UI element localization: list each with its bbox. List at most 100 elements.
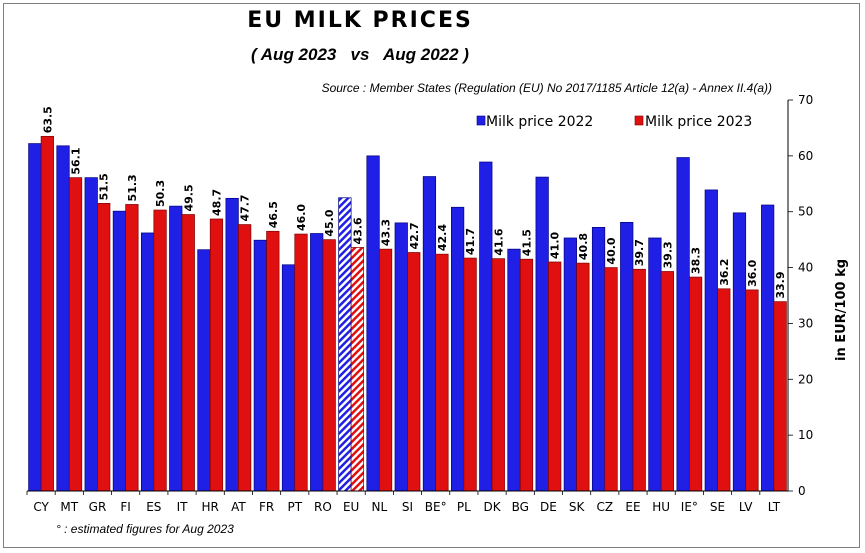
x-tick-label-RO: RO: [314, 500, 332, 514]
bar-2023-LV: [745, 289, 759, 492]
data-label-2023-LT: 33.9: [774, 272, 787, 299]
bar-2023-RO: [322, 239, 336, 492]
bars-group: 63.5 56.1 51.5 51.3 50.3 49.5 48.7 47.7 46.5 46.0…: [28, 106, 787, 492]
data-label-2023-FI: 51.3: [126, 174, 139, 201]
x-tick-label-CY: CY: [33, 500, 49, 514]
bar-2022-ES: [140, 232, 155, 492]
data-label-2023-HU: 39.3: [661, 241, 674, 268]
bar-2022-DK: [479, 161, 493, 492]
x-tick-label-DE: DE: [540, 500, 557, 514]
data-label-2023-MT: 56.1: [70, 148, 83, 175]
data-label-2023-AT: 47.7: [239, 194, 252, 221]
legend-swatch-2023: [634, 115, 644, 126]
x-tick-label-CZ: CZ: [596, 500, 613, 514]
bar-2023-AT: [238, 224, 252, 492]
data-label-2023-GR: 51.5: [98, 173, 111, 200]
data-label-2023-HR: 48.7: [210, 189, 223, 216]
bar-2023-CY: [40, 135, 54, 492]
bar-2023-ES: [153, 209, 167, 492]
bar-2023-BG: [519, 258, 534, 492]
x-tick-label-FR: FR: [259, 500, 274, 514]
x-tick-label-LT: LT: [768, 500, 781, 514]
bar-2022-HU: [648, 237, 662, 492]
bar-2022-RO: [310, 233, 324, 492]
x-tick-label-LV: LV: [739, 500, 753, 514]
x-tick-label-SK: SK: [569, 500, 586, 514]
bar-2023-PL: [463, 257, 477, 492]
bar-2023-CZ: [604, 267, 618, 492]
x-tick-label-PT: PT: [287, 500, 302, 514]
data-label-2023-ES: 50.3: [154, 180, 167, 207]
bar-2022-SK: [563, 237, 577, 492]
bar-2023-PT: [294, 233, 308, 492]
data-label-2023-CY: 63.5: [41, 106, 54, 133]
y-tick-label-60: 60: [798, 149, 813, 163]
bar-2022-EE: [620, 221, 634, 492]
x-tick-label-HU: HU: [652, 500, 670, 514]
bar-2022-BG: [507, 248, 521, 492]
x-tick-label-SI: SI: [402, 500, 413, 514]
bar-2023-DE: [548, 261, 562, 492]
bar-2023-LT: [773, 301, 787, 492]
x-tick-label-NL: NL: [371, 500, 387, 514]
data-label-2023-EU: 43.6: [351, 217, 364, 244]
bar-2023-IT: [181, 214, 195, 492]
data-label-2023-SE: 36.2: [718, 259, 731, 286]
data-label-2023-BG: 41.5: [520, 229, 533, 256]
data-label-2023-RO: 45.0: [323, 209, 336, 236]
bar-2022-BE°: [422, 176, 437, 492]
x-tick-label-PL: PL: [457, 500, 471, 514]
bar-2022-IE°: [676, 157, 690, 492]
chart-frame: [3, 3, 860, 548]
bar-2022-CZ: [591, 227, 606, 492]
bar-2022-FI: [112, 210, 126, 492]
bar-2023-FI: [125, 204, 139, 492]
footnote: ° : estimated figures for Aug 2023: [56, 522, 234, 536]
legend-label-2023: Milk price 2023: [645, 114, 752, 130]
y-tick-label-20: 20: [798, 372, 813, 386]
y-tick-label-40: 40: [798, 261, 813, 275]
x-tick-label-GR: GR: [89, 500, 107, 514]
x-tick-label-DK: DK: [484, 500, 502, 514]
legend: Milk price 2022 Milk price 2023: [476, 114, 752, 130]
bar-2022-NL: [366, 155, 380, 492]
bar-2023-GR: [97, 202, 111, 492]
legend-swatch-2022: [476, 115, 486, 126]
bar-2022-GR: [84, 177, 98, 492]
bar-2023-FR: [266, 230, 280, 492]
x-tick-label-MT: MT: [60, 500, 78, 514]
y-tick-label-70: 70: [798, 93, 813, 107]
x-tick-label-BG: BG: [512, 500, 529, 514]
data-label-2023-PT: 46.0: [295, 204, 308, 231]
data-label-2023-BE°: 42.4: [436, 224, 449, 251]
bar-2022-EU: [338, 197, 352, 492]
x-tick-label-BE°: BE°: [425, 500, 447, 514]
bar-2023-DK: [491, 258, 505, 492]
bar-2022-SE: [704, 189, 718, 492]
x-tick-label-EE: EE: [625, 500, 640, 514]
bar-2022-CY: [28, 143, 42, 492]
data-label-2023-FR: 46.5: [267, 201, 280, 228]
bar-2022-AT: [225, 197, 239, 492]
x-tick-label-AT: AT: [231, 500, 246, 514]
bar-2023-HR: [209, 218, 224, 492]
bar-2023-SE: [717, 288, 731, 492]
legend-label-2022: Milk price 2022: [486, 114, 593, 130]
bar-2022-DE: [535, 176, 549, 492]
bar-2022-LT: [761, 204, 775, 492]
y-axis-label: in EUR/100 kg: [834, 259, 849, 361]
y-tick-label-0: 0: [798, 484, 806, 498]
data-label-2023-CZ: 40.0: [605, 237, 618, 264]
bar-2022-MT: [56, 145, 70, 492]
bar-2022-PL: [451, 206, 465, 492]
data-label-2023-IT: 49.5: [182, 184, 195, 211]
bar-2023-MT: [68, 177, 83, 492]
bar-2023-NL: [378, 248, 393, 492]
x-tick-label-EU: EU: [343, 500, 359, 514]
bar-2022-IT: [169, 205, 183, 492]
data-label-2023-LV: 36.0: [746, 259, 759, 286]
bar-2023-BE°: [435, 253, 449, 492]
x-tick-label-IE°: IE°: [681, 500, 698, 514]
x-tick-label-ES: ES: [146, 500, 161, 514]
